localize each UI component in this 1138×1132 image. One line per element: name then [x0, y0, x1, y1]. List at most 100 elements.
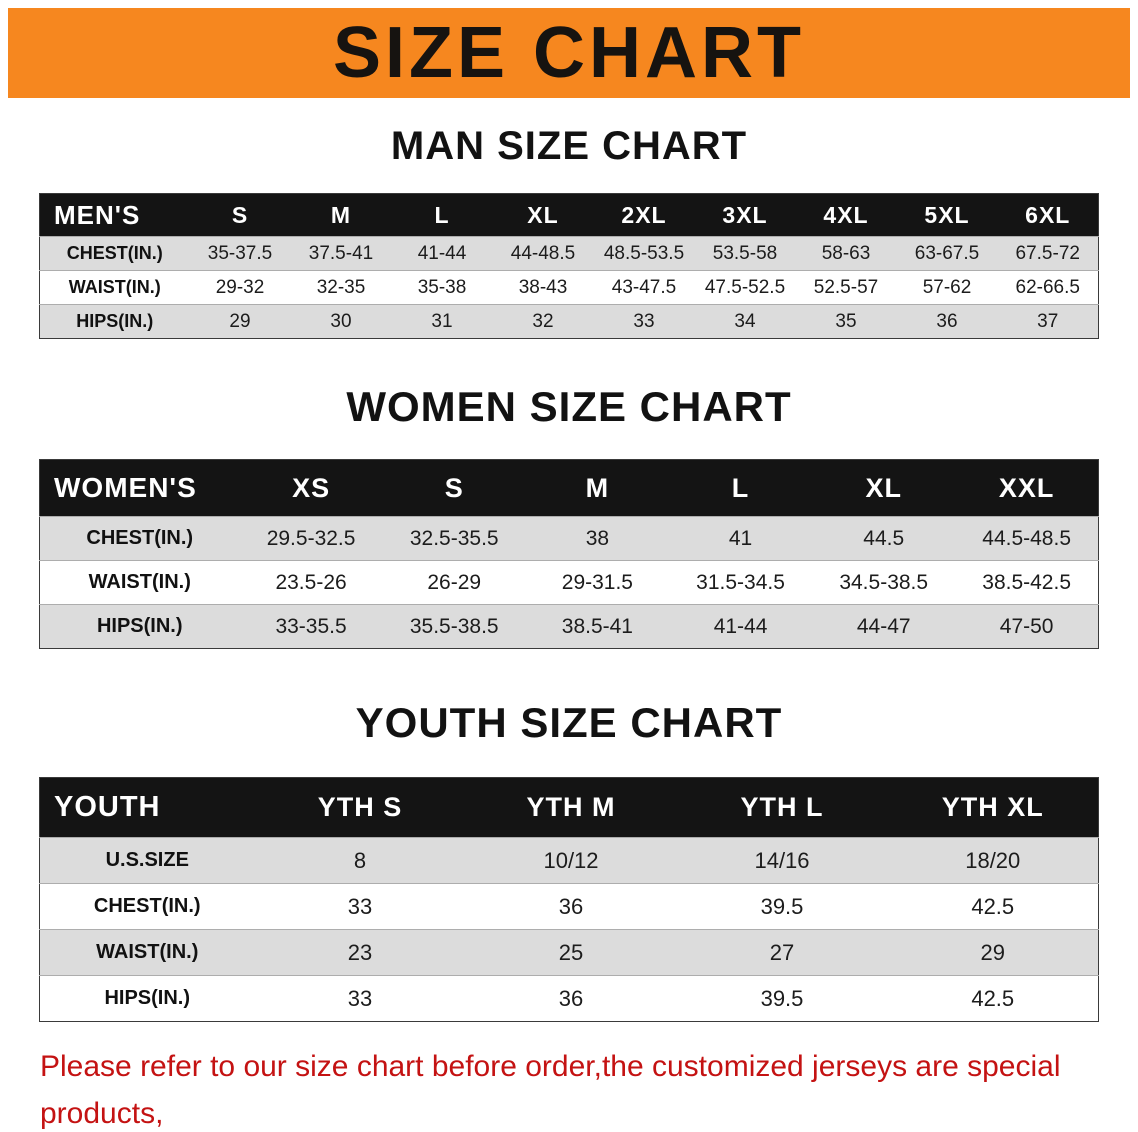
value-cell: 39.5	[676, 883, 888, 930]
value-cell: 36	[896, 304, 998, 339]
size-chart-page: SIZE CHART MAN SIZE CHART MEN'S S M L XL 2XL 3…	[0, 8, 1138, 1132]
value-cell: 27	[676, 929, 888, 976]
table-row: WAIST(IN.) 29-32 32-35 35-38 38-43 43-47.5 47.…	[39, 270, 1099, 305]
women-section-heading: WOMEN SIZE CHART	[346, 383, 792, 430]
value-cell: 41	[668, 516, 813, 561]
table-title-cell: WOMEN'S	[39, 459, 240, 517]
size-header-cell: YTH L	[676, 777, 888, 838]
value-cell: 67.5-72	[997, 236, 1099, 271]
size-header-cell: YTH M	[465, 777, 677, 838]
row-label-cell: WAIST(IN.)	[39, 560, 240, 605]
section-women: WOMEN SIZE CHART WOMEN'S XS S M L XL XXL CHEST(…	[0, 383, 1138, 649]
value-cell: 62-66.5	[997, 270, 1099, 305]
value-cell: 33-35.5	[239, 604, 383, 649]
youth-size-table: YOUTH YTH S YTH M YTH L YTH XL U.S.SIZE 8 10/12…	[39, 777, 1099, 1022]
table-row: U.S.SIZE 8 10/12 14/16 18/20	[39, 837, 1099, 884]
value-cell: 31	[391, 304, 493, 339]
section-youth: YOUTH SIZE CHART YOUTH YTH S YTH M YTH L YTH…	[0, 699, 1138, 1022]
value-cell: 35-38	[391, 270, 493, 305]
size-header-cell: XL	[812, 459, 956, 517]
value-cell: 41-44	[668, 604, 813, 649]
value-cell: 34	[694, 304, 796, 339]
value-cell: 53.5-58	[694, 236, 796, 271]
value-cell: 8	[254, 837, 466, 884]
size-header-cell: S	[189, 193, 291, 237]
value-cell: 38.5-41	[525, 604, 669, 649]
section-men: MAN SIZE CHART MEN'S S M L XL 2XL 3XL 4XL 5XL 6XL…	[0, 124, 1138, 339]
men-section-heading: MAN SIZE CHART	[390, 124, 748, 168]
value-cell: 32-35	[290, 270, 392, 305]
value-cell: 47-50	[955, 604, 1099, 649]
value-cell: 29.5-32.5	[239, 516, 383, 561]
value-cell: 44-47	[812, 604, 956, 649]
table-header-row: WOMEN'S XS S M L XL XXL	[39, 459, 1099, 517]
value-cell: 42.5	[887, 975, 1099, 1022]
value-cell: 57-62	[896, 270, 998, 305]
value-cell: 58-63	[795, 236, 897, 271]
table-row: HIPS(IN.) 29 30 31 32 33 34 35 36 37	[39, 304, 1099, 339]
value-cell: 44-48.5	[492, 236, 594, 271]
row-label-cell: CHEST(IN.)	[39, 236, 190, 271]
table-title-cell: MEN'S	[39, 193, 190, 237]
value-cell: 44.5-48.5	[955, 516, 1099, 561]
value-cell: 35	[795, 304, 897, 339]
value-cell: 38-43	[492, 270, 594, 305]
row-label-cell: WAIST(IN.)	[39, 270, 190, 305]
size-header-cell: M	[525, 459, 669, 517]
table-header-row: MEN'S S M L XL 2XL 3XL 4XL 5XL 6XL	[39, 193, 1099, 237]
value-cell: 29-31.5	[525, 560, 669, 605]
value-cell: 18/20	[887, 837, 1099, 884]
size-header-cell: L	[668, 459, 813, 517]
row-label-cell: CHEST(IN.)	[39, 516, 240, 561]
table-title-cell: YOUTH	[39, 777, 255, 838]
value-cell: 44.5	[812, 516, 956, 561]
row-label-cell: HIPS(IN.)	[39, 304, 190, 339]
size-header-cell: XS	[239, 459, 383, 517]
table-row: CHEST(IN.) 29.5-32.5 32.5-35.5 38 41 44.5 44.5…	[39, 516, 1099, 561]
value-cell: 29	[189, 304, 291, 339]
value-cell: 33	[254, 883, 466, 930]
size-header-cell: YTH XL	[887, 777, 1099, 838]
value-cell: 26-29	[382, 560, 526, 605]
value-cell: 25	[465, 929, 677, 976]
value-cell: 63-67.5	[896, 236, 998, 271]
disclaimer-line-1: Please refer to our size chart before or…	[40, 1050, 1061, 1130]
value-cell: 35-37.5	[189, 236, 291, 271]
size-header-cell: XL	[492, 193, 594, 237]
size-header-cell: L	[391, 193, 493, 237]
value-cell: 52.5-57	[795, 270, 897, 305]
youth-section-heading: YOUTH SIZE CHART	[355, 699, 783, 746]
value-cell: 23	[254, 929, 466, 976]
size-header-cell: 3XL	[694, 193, 796, 237]
value-cell: 38.5-42.5	[955, 560, 1099, 605]
table-row: WAIST(IN.) 23 25 27 29	[39, 929, 1099, 976]
table-row: HIPS(IN.) 33-35.5 35.5-38.5 38.5-41 41-44 44-…	[39, 604, 1099, 649]
size-header-cell: 6XL	[997, 193, 1099, 237]
disclaimer: Please refer to our size chart before or…	[40, 1044, 1102, 1132]
table-row: CHEST(IN.) 35-37.5 37.5-41 41-44 44-48.5 48.5…	[39, 236, 1099, 271]
table-row: HIPS(IN.) 33 36 39.5 42.5	[39, 975, 1099, 1022]
size-header-cell: 5XL	[896, 193, 998, 237]
value-cell: 29	[887, 929, 1099, 976]
value-cell: 14/16	[676, 837, 888, 884]
men-size-table: MEN'S S M L XL 2XL 3XL 4XL 5XL 6XL CHEST(IN.) 35-37…	[39, 193, 1099, 339]
value-cell: 42.5	[887, 883, 1099, 930]
page-title: SIZE CHART	[333, 13, 805, 93]
row-label-cell: HIPS(IN.)	[39, 604, 240, 649]
value-cell: 31.5-34.5	[668, 560, 813, 605]
value-cell: 36	[465, 975, 677, 1022]
value-cell: 36	[465, 883, 677, 930]
value-cell: 30	[290, 304, 392, 339]
value-cell: 39.5	[676, 975, 888, 1022]
value-cell: 48.5-53.5	[593, 236, 695, 271]
value-cell: 38	[525, 516, 669, 561]
value-cell: 34.5-38.5	[812, 560, 956, 605]
table-header-row: YOUTH YTH S YTH M YTH L YTH XL	[39, 777, 1099, 838]
row-label-cell: U.S.SIZE	[39, 837, 255, 884]
size-header-cell: 4XL	[795, 193, 897, 237]
row-label-cell: WAIST(IN.)	[39, 929, 255, 976]
value-cell: 32.5-35.5	[382, 516, 526, 561]
row-label-cell: CHEST(IN.)	[39, 883, 255, 930]
value-cell: 37	[997, 304, 1099, 339]
value-cell: 29-32	[189, 270, 291, 305]
